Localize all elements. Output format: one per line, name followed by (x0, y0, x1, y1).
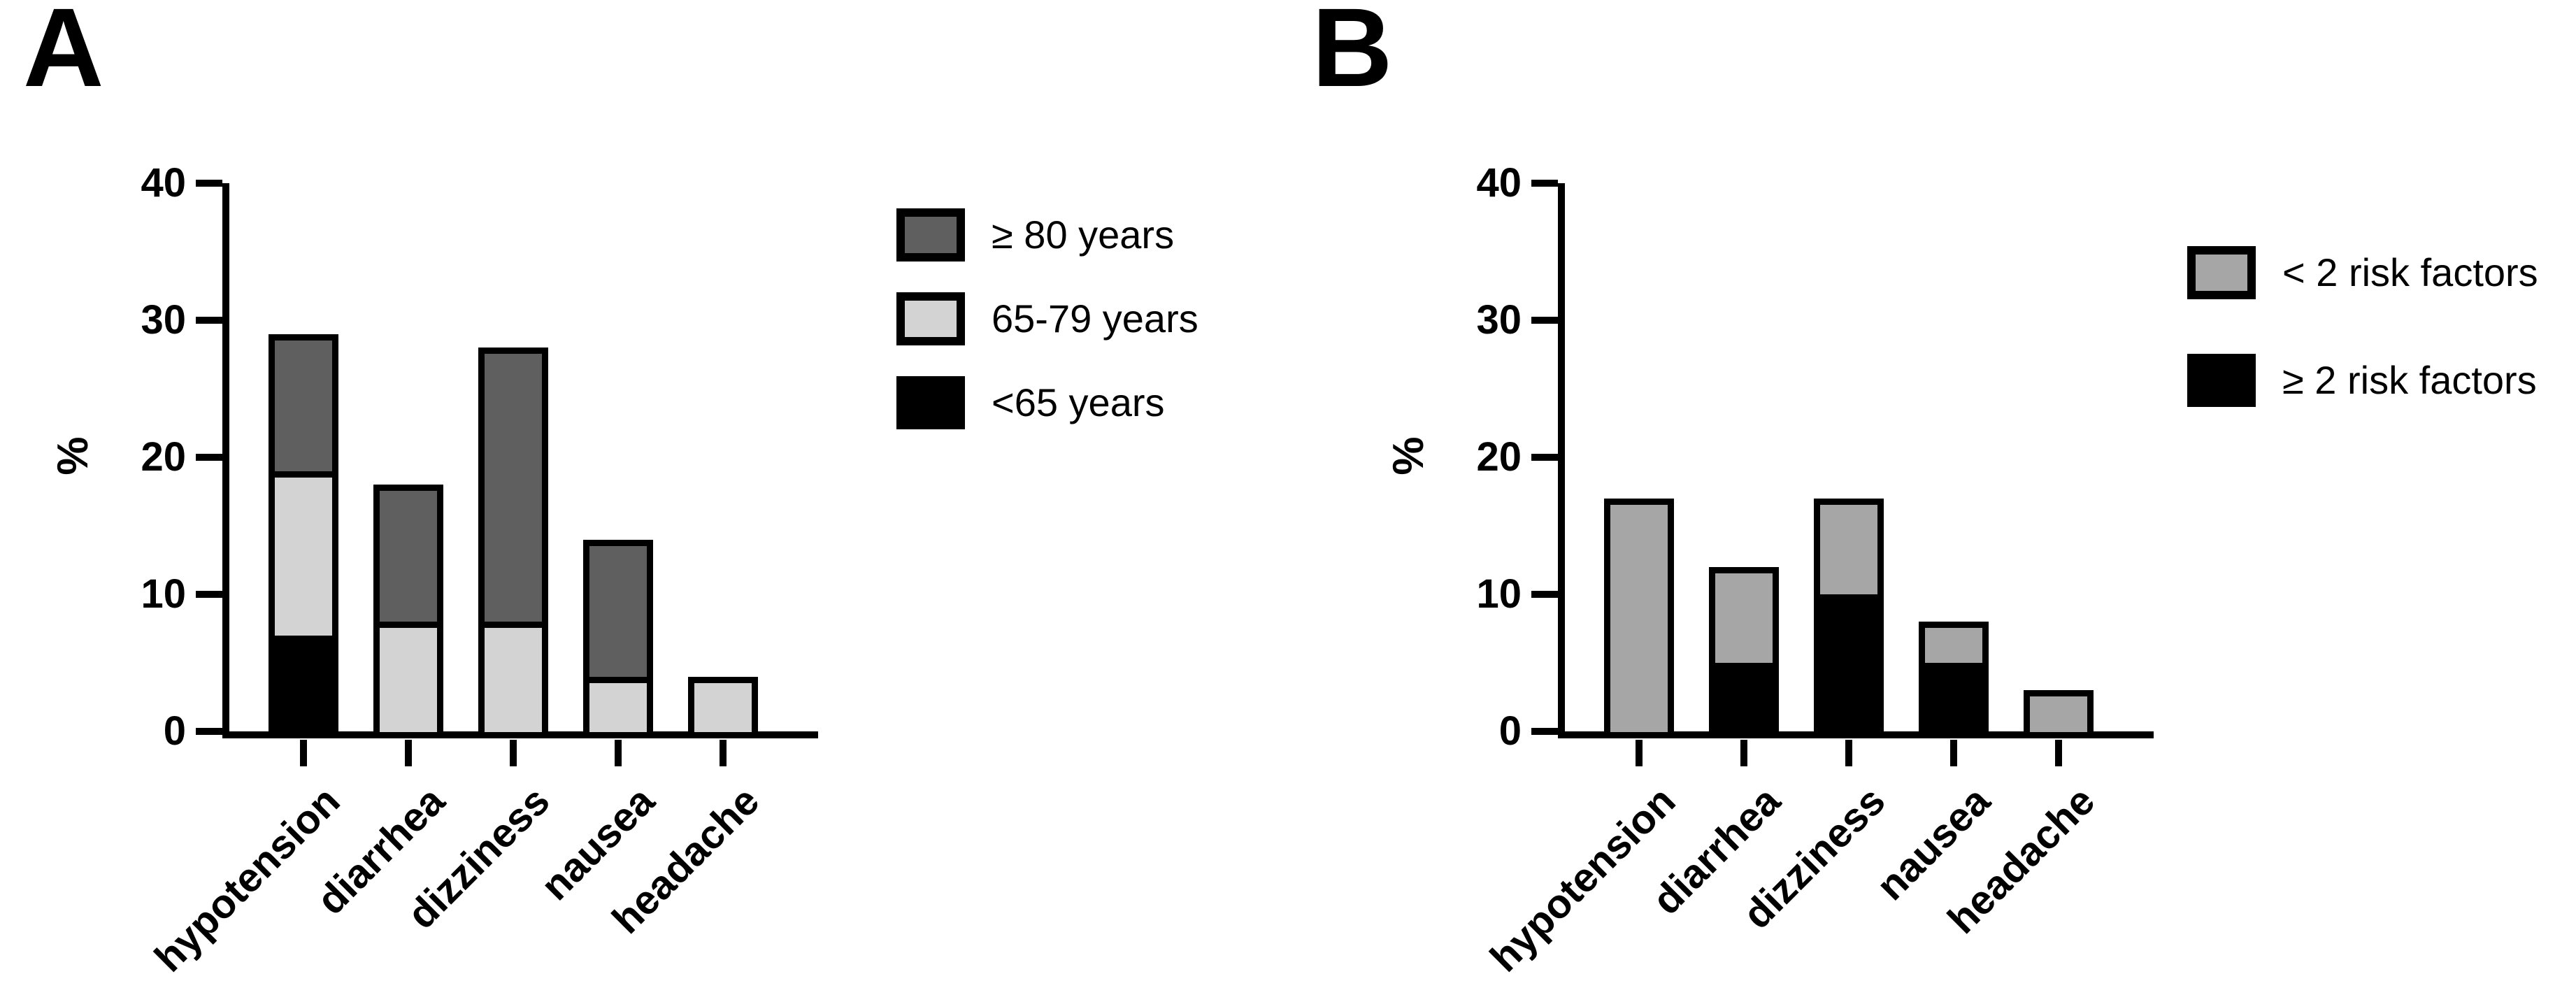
bar-segment (1814, 594, 1884, 738)
bar-nausea (1919, 183, 1989, 738)
y-tick-label: 40 (141, 160, 186, 206)
panel-b-legend: < 2 risk factors ≥ 2 risk factors (2187, 246, 2538, 407)
y-tick (196, 591, 222, 598)
y-tick (1531, 728, 1558, 735)
y-tick-label: 0 (1498, 708, 1522, 754)
panel-b-plot-area: % 0 10 20 30 40 hypotension diarrhea dizziness n… (1384, 160, 2154, 980)
legend-row: <65 years (896, 376, 1198, 429)
legend-label: 65-79 years (992, 296, 1198, 341)
legend-label: ≥ 80 years (992, 213, 1175, 257)
bar-hypotension (269, 183, 338, 738)
bar-segment (373, 485, 443, 629)
bar-dizziness (478, 183, 548, 738)
legend-swatch (896, 376, 965, 429)
panel-a-letter: A (23, 0, 104, 110)
panel-b-letter: B (1312, 0, 1393, 110)
y-tick-label: 10 (141, 571, 186, 617)
bar-headache (688, 183, 758, 738)
legend-label: < 2 risk factors (2282, 250, 2538, 295)
x-tick (1845, 740, 1852, 766)
y-tick-label: 20 (1476, 434, 1522, 480)
x-tick (720, 740, 727, 766)
legend-row: ≥ 80 years (896, 208, 1198, 262)
x-tick (1636, 740, 1643, 766)
y-tick-label: 10 (1476, 571, 1522, 617)
bar-segment (478, 348, 548, 629)
bar-headache (2024, 183, 2094, 738)
bar-segment (478, 622, 548, 738)
bar-segment (1604, 498, 1674, 738)
bar-segment (1919, 663, 1989, 738)
legend-swatch (896, 292, 965, 345)
y-tick (1531, 591, 1558, 598)
bar-segment (269, 471, 338, 642)
bar-dizziness (1814, 183, 1884, 738)
bar-segment (1919, 622, 1989, 669)
bar-diarrhea (373, 183, 443, 738)
y-tick (196, 454, 222, 461)
x-tick (1950, 740, 1957, 766)
legend-row: < 2 risk factors (2187, 246, 2538, 299)
y-tick (1531, 180, 1558, 187)
bar-segment (583, 539, 653, 683)
x-tick (1740, 740, 1747, 766)
panel-a-legend: ≥ 80 years 65-79 years <65 years (896, 208, 1198, 429)
x-tick (300, 740, 307, 766)
bar-diarrhea (1709, 183, 1779, 738)
bar-segment (269, 635, 338, 738)
legend-swatch (896, 208, 965, 262)
y-tick (196, 180, 222, 187)
x-tick (2055, 740, 2062, 766)
bar-segment (1709, 663, 1779, 738)
legend-row: 65-79 years (896, 292, 1198, 345)
y-tick-label: 20 (141, 434, 186, 480)
y-tick-label: 40 (1476, 160, 1522, 206)
panel-a-plot-area: % 0 10 20 30 40 hypotension diarrhea dizziness n… (49, 160, 818, 980)
bar-segment (373, 622, 443, 738)
y-tick (1531, 317, 1558, 324)
bar-segment (1814, 498, 1884, 601)
x-tick (615, 740, 622, 766)
legend-label: <65 years (992, 380, 1165, 425)
y-tick-label: 0 (163, 708, 186, 754)
bar-segment (2024, 690, 2094, 738)
bar-segment (583, 676, 653, 738)
legend-label: ≥ 2 risk factors (2282, 358, 2537, 403)
bar-segment (1709, 566, 1779, 669)
y-tick-label: 30 (141, 297, 186, 343)
bar-segment (269, 334, 338, 478)
legend-swatch (2187, 246, 2256, 299)
bar-hypotension (1604, 183, 1674, 738)
bar-nausea (583, 183, 653, 738)
x-tick (510, 740, 517, 766)
y-tick (1531, 454, 1558, 461)
legend-row: ≥ 2 risk factors (2187, 354, 2538, 407)
legend-swatch (2187, 354, 2256, 407)
y-tick (196, 317, 222, 324)
y-tick-label: 30 (1476, 297, 1522, 343)
bar-segment (688, 676, 758, 738)
y-tick (196, 728, 222, 735)
x-tick (405, 740, 412, 766)
